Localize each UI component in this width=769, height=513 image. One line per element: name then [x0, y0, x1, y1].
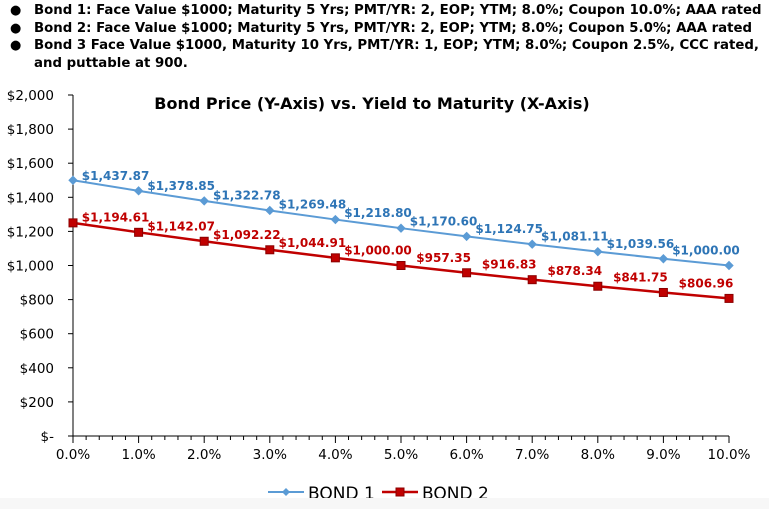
bond-note-2: ● Bond 2: Face Value $1000; Maturity 5 Y… [10, 20, 765, 38]
bond-1-point [68, 175, 78, 185]
bullet-dot: ● [10, 38, 22, 53]
data-label-bond-1: $1,124.75 [475, 222, 543, 236]
bond-1-point [396, 223, 406, 233]
y-tick-label: $2,000 [7, 88, 54, 104]
bond-1-point [199, 196, 209, 206]
bond-notes: ● Bond 1: Face Value $1000; Maturity 5 Y… [10, 2, 765, 72]
data-label-bond-1: $1,269.48 [279, 198, 347, 212]
bond-2-point [199, 236, 209, 246]
data-label-bond-2: $841.75 [613, 270, 668, 284]
x-tick-label: 7.0% [515, 447, 549, 463]
data-label-bond-2: $957.35 [416, 251, 471, 265]
x-tick-label: 10.0% [708, 447, 751, 463]
x-tick-label: 9.0% [646, 447, 680, 463]
data-label-bond-2: $1,092.22 [213, 228, 281, 242]
bond-2-point [462, 268, 472, 278]
data-label-bond-1: $1,170.60 [410, 214, 478, 228]
chart-svg: Bond Price (Y-Axis) vs. Yield to Maturit… [7, 88, 751, 504]
data-label-bond-2: $806.96 [679, 276, 734, 290]
bond-1-point [330, 214, 341, 225]
x-tick-label: 4.0% [318, 447, 352, 463]
data-label-bond-2: $1,044.91 [279, 236, 347, 250]
y-tick-label: $- [41, 429, 55, 445]
data-label-bond-1: $1,039.56 [607, 237, 675, 251]
x-tick-label: 8.0% [581, 447, 615, 463]
x-tick-label: 0.0% [56, 447, 90, 463]
data-label-bond-1: $1,000.00 [672, 244, 740, 258]
bond-2-point [396, 261, 406, 270]
data-label-bond-1: $1,081.11 [541, 230, 609, 244]
bond-note-text: Bond 3 Face Value $1000, Maturity 10 Yrs… [34, 38, 759, 71]
bond-note-1: ● Bond 1: Face Value $1000; Maturity 5 Y… [10, 2, 765, 20]
bond-1-point [658, 254, 669, 264]
legend-marker-bond-1 [282, 488, 290, 496]
chart-title: Bond Price (Y-Axis) vs. Yield to Maturit… [154, 94, 589, 113]
x-tick-label: 2.0% [187, 447, 221, 463]
y-tick-label: $1,400 [7, 190, 54, 206]
y-tick-label: $200 [20, 395, 54, 411]
data-label-bond-1: $1,218.80 [344, 206, 412, 220]
data-label-bond-2: $1,142.07 [147, 219, 215, 233]
bond-2-point [330, 253, 340, 263]
bond-1-point [724, 260, 734, 271]
bond-2-point [265, 245, 275, 255]
y-tick-label: $800 [20, 293, 54, 309]
series-line-2 [72, 221, 730, 300]
data-label-bond-2: $878.34 [547, 264, 602, 278]
bond-2-point [658, 287, 668, 297]
y-tick-label: $1,800 [7, 122, 54, 138]
bond-note-text: Bond 1: Face Value $1000; Maturity 5 Yrs… [34, 3, 762, 18]
data-label-bond-1: $1,437.87 [82, 169, 150, 183]
bond-price-chart: Bond Price (Y-Axis) vs. Yield to Maturit… [0, 86, 769, 509]
data-label-bond-2: $916.83 [482, 258, 537, 272]
bond-2-point [134, 227, 144, 237]
x-tick-label: 6.0% [449, 447, 483, 463]
bond-2-point [724, 293, 734, 303]
data-label-bond-1: $1,378.85 [147, 179, 215, 193]
bond-1-point [461, 231, 472, 242]
data-label-bond-1: $1,322.78 [213, 188, 281, 202]
y-tick-label: $1,600 [7, 156, 54, 172]
data-label-bond-2: $1,000.00 [344, 244, 412, 258]
bullet-dot: ● [10, 3, 22, 18]
bond-2-point [527, 275, 537, 285]
bond-2-point [593, 281, 603, 291]
bond-1-point [527, 239, 537, 249]
x-tick-label: 3.0% [253, 447, 287, 463]
x-tick-label: 1.0% [121, 447, 155, 463]
x-tick-label: 5.0% [384, 447, 418, 463]
y-tick-label: $1,000 [7, 259, 54, 275]
bond-1-point [593, 246, 603, 257]
chart-footer-band [0, 498, 769, 509]
data-label-bond-2: $1,194.61 [82, 210, 150, 224]
y-tick-label: $1,200 [7, 224, 54, 240]
y-tick-label: $600 [20, 327, 54, 343]
bond-1-point [133, 186, 144, 196]
y-tick-label: $400 [20, 361, 54, 377]
bond-1-point [265, 205, 275, 216]
legend-marker-bond-2 [395, 487, 405, 497]
bond-note-3: ● Bond 3 Face Value $1000, Maturity 10 Y… [10, 37, 765, 72]
bullet-dot: ● [10, 20, 22, 36]
bond-2-point [68, 218, 78, 228]
bond-note-text: Bond 2: Face Value $1000; Maturity 5 Yrs… [34, 20, 753, 36]
